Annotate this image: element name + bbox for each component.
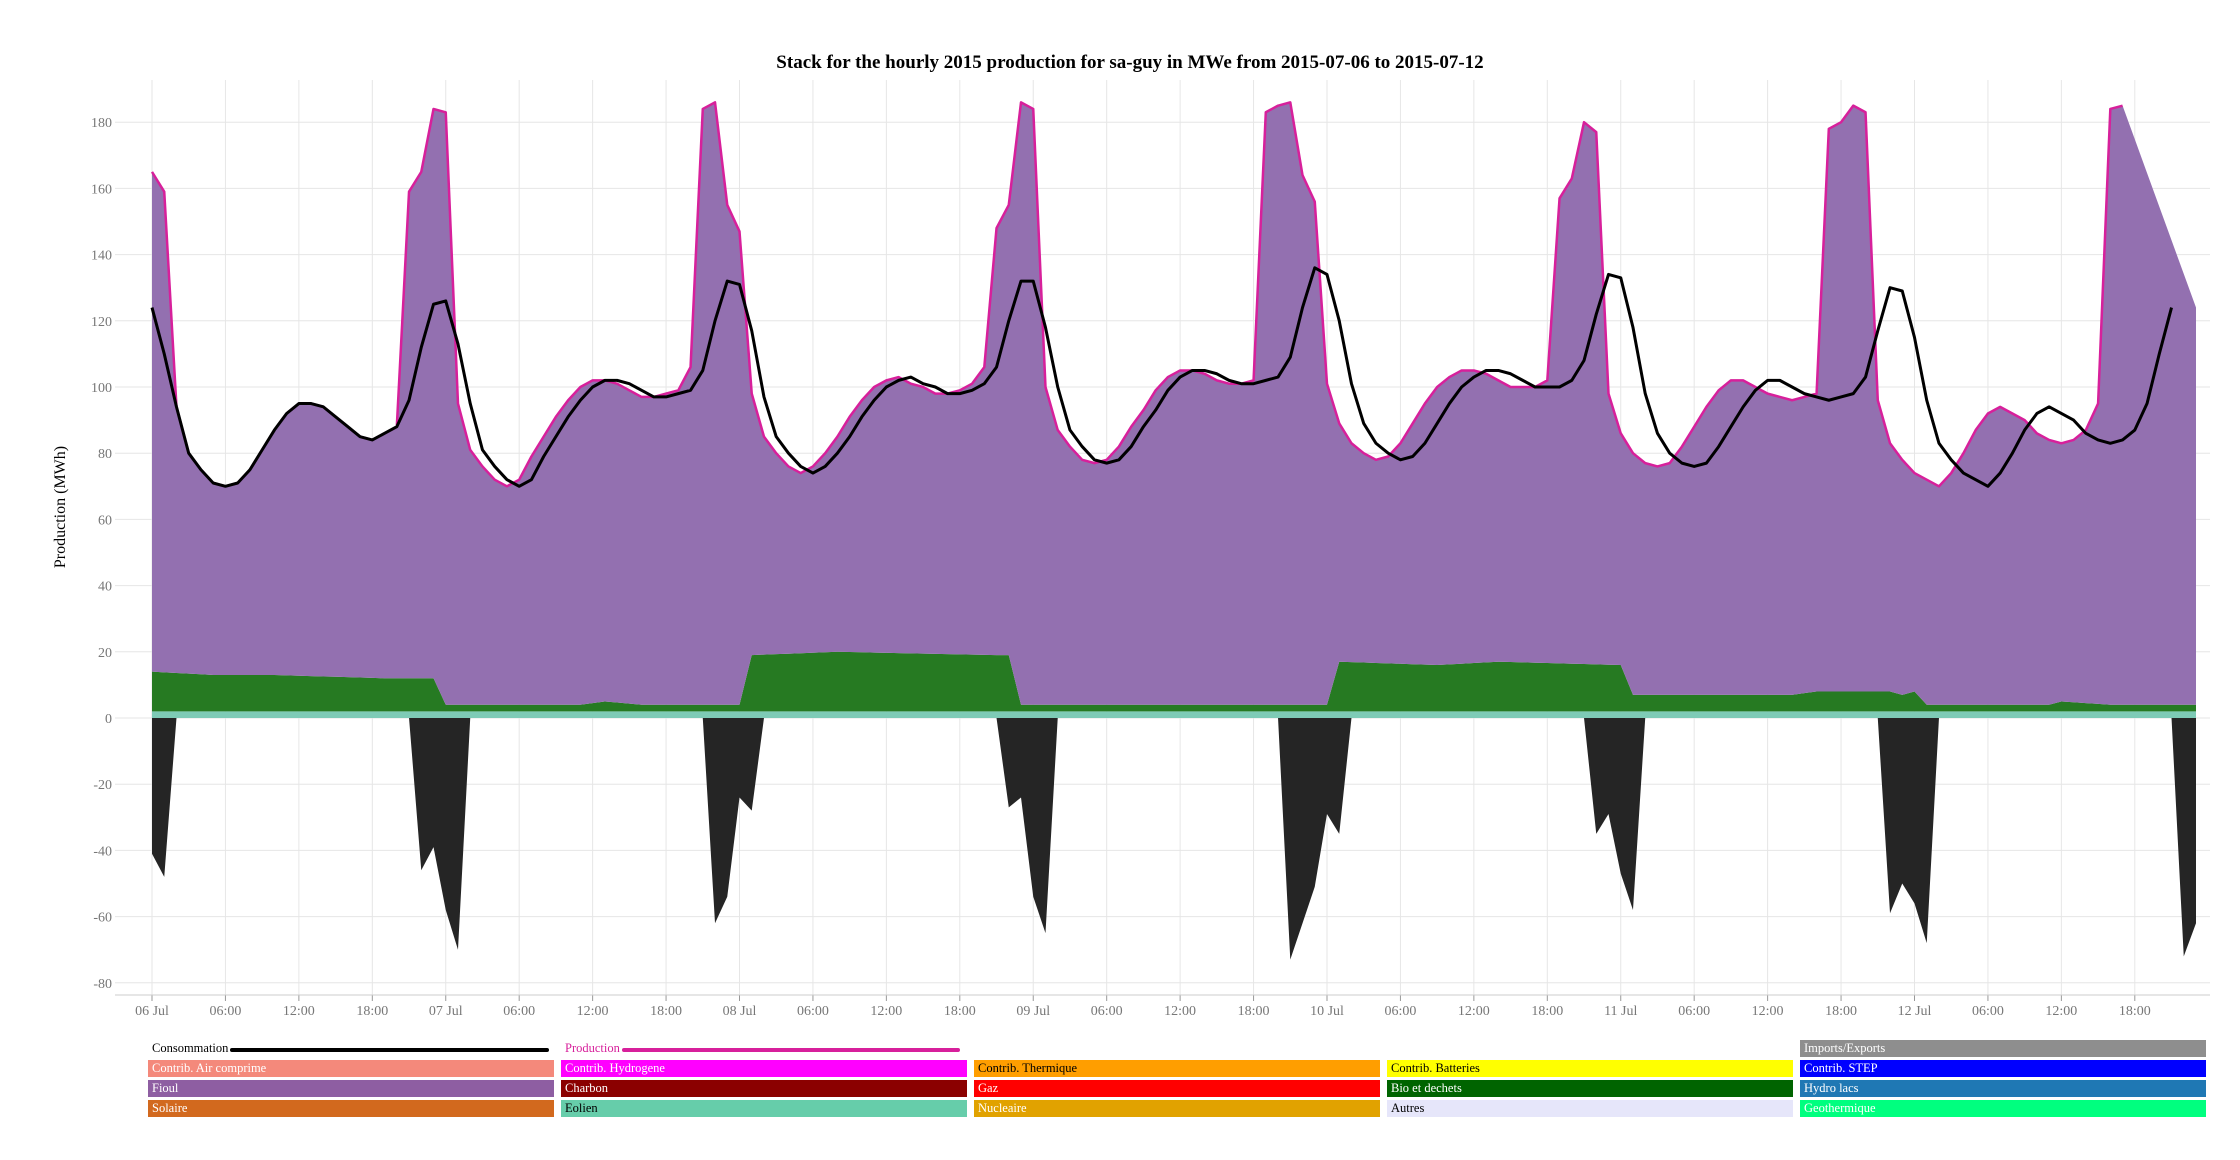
x-tick-label: 12:00 xyxy=(2045,1004,2077,1019)
x-tick-label: 18:00 xyxy=(1825,1004,1857,1019)
y-tick-label: 40 xyxy=(98,580,112,595)
legend-item-autres[interactable]: Autres xyxy=(1387,1100,1793,1117)
x-tick-label: 18:00 xyxy=(1531,1004,1563,1019)
x-tick-label: 12:00 xyxy=(870,1004,902,1019)
x-tick-label: 06:00 xyxy=(1091,1004,1123,1019)
legend-item-contrib-air-comprime[interactable]: Contrib. Air comprime xyxy=(148,1060,554,1077)
x-tick-label: 12:00 xyxy=(577,1004,609,1019)
x-tick-label: 12 Jul xyxy=(1898,1004,1932,1019)
legend-label: Solaire xyxy=(152,1101,188,1115)
x-tick-label: 09 Jul xyxy=(1016,1004,1050,1019)
legend-label: Production xyxy=(565,1041,620,1055)
x-tick-label: 06 Jul xyxy=(135,1004,169,1019)
legend-item-contrib-batteries[interactable]: Contrib. Batteries xyxy=(1387,1060,1793,1077)
legend-label: Consommation xyxy=(152,1041,229,1055)
legend-item-gaz[interactable]: Gaz xyxy=(974,1080,1380,1097)
legend-label: Geothermique xyxy=(1804,1101,1876,1115)
series-lines xyxy=(150,101,2173,488)
area-fioul xyxy=(152,102,2196,705)
legend-label: Contrib. Batteries xyxy=(1391,1061,1480,1075)
y-tick-label: -60 xyxy=(93,911,112,926)
legend-item-nucleaire[interactable]: Nucleaire xyxy=(974,1100,1380,1117)
legend-label: Contrib. STEP xyxy=(1804,1061,1878,1075)
legend-label: Hydro lacs xyxy=(1804,1081,1859,1095)
x-tick-label: 08 Jul xyxy=(723,1004,757,1019)
legend-item-hydro-lacs[interactable]: Hydro lacs xyxy=(1800,1080,2206,1097)
y-tick-label: 20 xyxy=(98,646,112,661)
legend-label: Eolien xyxy=(565,1101,598,1115)
area-eolien xyxy=(152,711,2196,718)
legend-label: Charbon xyxy=(565,1081,609,1095)
area-bio-et-dechets xyxy=(152,651,2196,712)
y-tick-label: 180 xyxy=(91,116,112,131)
x-tick-labels: 06 Jul 06:00 12:00 18:00 07 Jul 06:00 12:00 18:… xyxy=(135,1004,2151,1019)
line-production xyxy=(150,101,2123,488)
y-tick-label: 140 xyxy=(91,249,112,264)
y-tick-labels: 180 160 140 120 100 80 60 40 20 0 -20 -40 -60 -80 xyxy=(91,116,112,992)
legend-line-swatch xyxy=(230,1048,549,1052)
x-tick-label: 11 Jul xyxy=(1604,1004,1637,1019)
legend-line-swatch xyxy=(622,1048,960,1052)
x-tick-label: 12:00 xyxy=(1164,1004,1196,1019)
y-tick-label: 160 xyxy=(91,182,112,197)
y-axis-label: Production (MWh) xyxy=(52,446,69,568)
legend-item-production[interactable]: Production xyxy=(561,1040,967,1057)
legend-item-contrib-thermique[interactable]: Contrib. Thermique xyxy=(974,1060,1380,1077)
legend-label: Fioul xyxy=(152,1081,179,1095)
x-tick-label: 18:00 xyxy=(1238,1004,1270,1019)
x-tick-label: 06:00 xyxy=(1678,1004,1710,1019)
x-tick-label: 06:00 xyxy=(1384,1004,1416,1019)
legend-item-eolien[interactable]: Eolien xyxy=(561,1100,967,1117)
legend-label: Bio et dechets xyxy=(1391,1081,1462,1095)
legend-label: Imports/Exports xyxy=(1804,1041,1886,1055)
x-tick-label: 18:00 xyxy=(2119,1004,2151,1019)
legend-label: Contrib. Hydrogene xyxy=(565,1061,665,1075)
legend-item-bio-et-dechets[interactable]: Bio et dechets xyxy=(1387,1080,1793,1097)
y-tick-label: 100 xyxy=(91,381,112,396)
legend-item-geothermique[interactable]: Geothermique xyxy=(1800,1100,2206,1117)
x-tick-label: 06:00 xyxy=(503,1004,535,1019)
y-tick-label: 60 xyxy=(98,513,112,528)
legend-label: Gaz xyxy=(978,1081,999,1095)
legend-item-contrib-step[interactable]: Contrib. STEP xyxy=(1800,1060,2206,1077)
x-tick-label: 06:00 xyxy=(797,1004,829,1019)
x-tick-label: 18:00 xyxy=(944,1004,976,1019)
x-tick-label: 06:00 xyxy=(1972,1004,2004,1019)
legend-item-charbon[interactable]: Charbon xyxy=(561,1080,967,1097)
x-tick-label: 12:00 xyxy=(1458,1004,1490,1019)
legend-label: Contrib. Thermique xyxy=(978,1061,1078,1075)
x-tick-label: 12:00 xyxy=(283,1004,315,1019)
legend-item-fioul[interactable]: Fioul xyxy=(148,1080,554,1097)
legend-label: Contrib. Air comprime xyxy=(152,1061,267,1075)
stacked-areas xyxy=(152,102,2196,960)
x-tick-label: 06:00 xyxy=(209,1004,241,1019)
legend-label: Autres xyxy=(1391,1101,1425,1115)
line-consommation xyxy=(150,266,2173,488)
legend-item-consommation[interactable]: Consommation xyxy=(148,1040,554,1057)
legend-label: Nucleaire xyxy=(978,1101,1027,1115)
y-tick-label: -40 xyxy=(93,844,112,859)
x-tick-label: 18:00 xyxy=(650,1004,682,1019)
legend-item-imports-exports[interactable]: Imports/Exports xyxy=(1800,1040,2206,1057)
y-tick-label: 80 xyxy=(98,447,112,462)
chart-title: Stack for the hourly 2015 production for… xyxy=(776,52,1483,73)
legend-item-solaire[interactable]: Solaire xyxy=(148,1100,554,1117)
x-tick-label: 10 Jul xyxy=(1310,1004,1344,1019)
legend-item-contrib-hydrogene[interactable]: Contrib. Hydrogene xyxy=(561,1060,967,1077)
y-tick-label: -20 xyxy=(93,778,112,793)
area-imports-exports xyxy=(152,718,2196,960)
x-tick-label: 07 Jul xyxy=(429,1004,463,1019)
y-tick-label: -80 xyxy=(93,977,112,992)
x-tick-label: 12:00 xyxy=(1752,1004,1784,1019)
chart-svg: Stack for the hourly 2015 production for… xyxy=(52,52,2210,1019)
y-tick-label: 0 xyxy=(105,712,112,727)
y-tick-label: 120 xyxy=(91,315,112,330)
x-tick-label: 18:00 xyxy=(356,1004,388,1019)
